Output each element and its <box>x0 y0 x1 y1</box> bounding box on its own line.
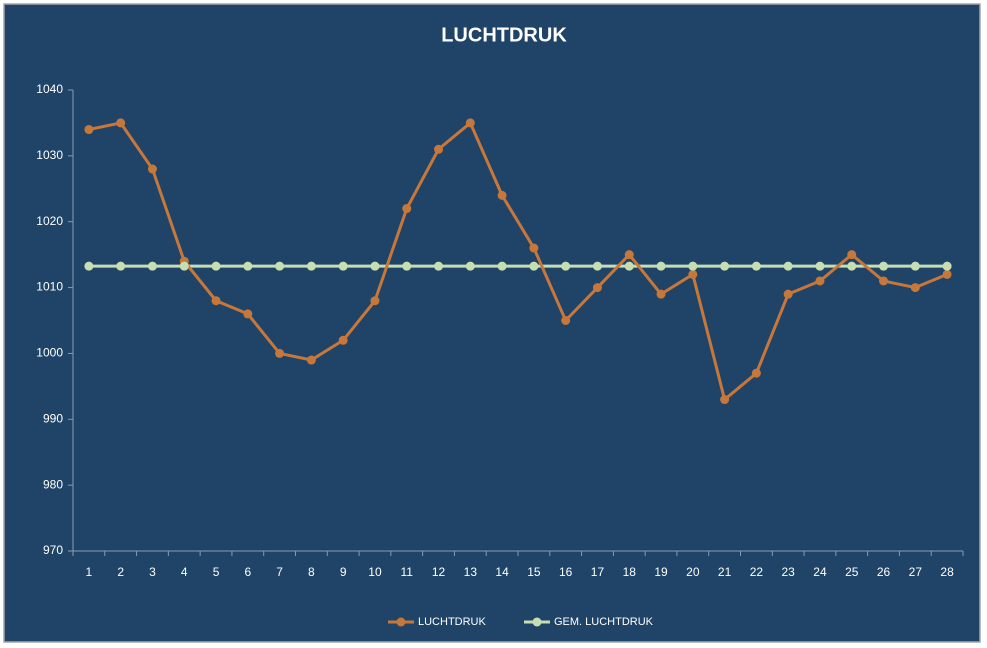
data-point <box>306 261 316 271</box>
data-point <box>179 261 189 271</box>
chart-title: LUCHTDRUK <box>441 24 567 46</box>
data-point <box>402 204 412 214</box>
data-point <box>497 261 507 271</box>
x-tick-label: 10 <box>368 565 382 579</box>
data-point <box>751 261 761 271</box>
data-point <box>84 261 94 271</box>
x-tick-label: 9 <box>340 565 347 579</box>
data-point <box>434 261 444 271</box>
data-point <box>720 395 730 405</box>
data-point <box>688 261 698 271</box>
x-tick-label: 14 <box>495 565 509 579</box>
data-point <box>211 296 221 306</box>
data-point <box>497 190 507 200</box>
x-tick-label: 5 <box>213 565 220 579</box>
data-point <box>910 261 920 271</box>
x-tick-label: 2 <box>117 565 124 579</box>
x-tick-label: 7 <box>276 565 283 579</box>
data-point <box>910 283 920 293</box>
x-tick-label: 3 <box>149 565 156 579</box>
y-tick-label: 1020 <box>36 214 63 228</box>
x-tick-label: 16 <box>559 565 573 579</box>
data-point <box>147 261 157 271</box>
data-point <box>847 250 857 260</box>
data-point <box>815 276 825 286</box>
data-point <box>529 261 539 271</box>
y-tick-label: 970 <box>43 543 63 557</box>
data-point <box>720 261 730 271</box>
x-tick-label: 21 <box>718 565 732 579</box>
y-tick-label: 1010 <box>36 280 63 294</box>
x-tick-label: 4 <box>181 565 188 579</box>
y-tick-label: 1040 <box>36 82 63 96</box>
data-point <box>465 261 475 271</box>
data-point <box>688 269 698 279</box>
data-point <box>211 261 221 271</box>
data-point <box>243 309 253 319</box>
legend-label: GEM. LUCHTDRUK <box>554 616 654 628</box>
y-tick-label: 990 <box>43 411 63 425</box>
data-point <box>402 261 412 271</box>
chart-background <box>3 3 981 643</box>
data-point <box>306 355 316 365</box>
data-point <box>84 125 94 135</box>
data-point <box>942 269 952 279</box>
x-tick-label: 25 <box>845 565 859 579</box>
x-tick-label: 12 <box>432 565 446 579</box>
data-point <box>275 261 285 271</box>
y-tick-label: 1030 <box>36 148 63 162</box>
x-tick-label: 24 <box>813 565 827 579</box>
data-point <box>370 261 380 271</box>
x-tick-label: 23 <box>781 565 795 579</box>
data-point <box>243 261 253 271</box>
data-point <box>338 261 348 271</box>
data-point <box>624 261 634 271</box>
data-point <box>815 261 825 271</box>
x-tick-label: 17 <box>591 565 605 579</box>
x-tick-label: 19 <box>654 565 668 579</box>
data-point <box>434 144 444 154</box>
data-point <box>592 283 602 293</box>
data-point <box>783 261 793 271</box>
data-point <box>656 261 666 271</box>
data-point <box>275 348 285 358</box>
data-point <box>561 316 571 325</box>
data-point <box>465 118 475 128</box>
x-tick-label: 22 <box>750 565 764 579</box>
legend-marker <box>396 617 406 627</box>
data-point <box>338 335 348 345</box>
data-point <box>561 261 571 271</box>
x-tick-label: 26 <box>877 565 891 579</box>
x-tick-label: 18 <box>623 565 637 579</box>
data-point <box>879 276 889 286</box>
data-point <box>147 164 157 174</box>
data-point <box>942 261 952 271</box>
data-point <box>751 368 761 378</box>
x-tick-label: 20 <box>686 565 700 579</box>
data-point <box>656 289 666 299</box>
x-tick-label: 11 <box>401 565 414 579</box>
data-point <box>529 243 539 253</box>
x-tick-label: 13 <box>464 565 478 579</box>
data-point <box>116 118 126 128</box>
data-point <box>624 250 634 260</box>
x-tick-label: 28 <box>940 565 954 579</box>
data-point <box>116 261 126 271</box>
x-tick-label: 1 <box>86 565 93 579</box>
legend-label: LUCHTDRUK <box>418 616 487 628</box>
x-tick-label: 8 <box>308 565 315 579</box>
legend-marker <box>532 617 542 627</box>
x-tick-label: 6 <box>244 565 251 579</box>
data-point <box>783 289 793 299</box>
data-point <box>879 261 889 271</box>
x-tick-label: 15 <box>527 565 541 579</box>
data-point <box>370 296 380 306</box>
y-tick-label: 980 <box>43 477 63 491</box>
data-point <box>592 261 602 271</box>
y-tick-label: 1000 <box>36 346 63 360</box>
series-line <box>88 120 948 403</box>
data-point <box>847 261 857 271</box>
x-tick-label: 27 <box>909 565 923 579</box>
